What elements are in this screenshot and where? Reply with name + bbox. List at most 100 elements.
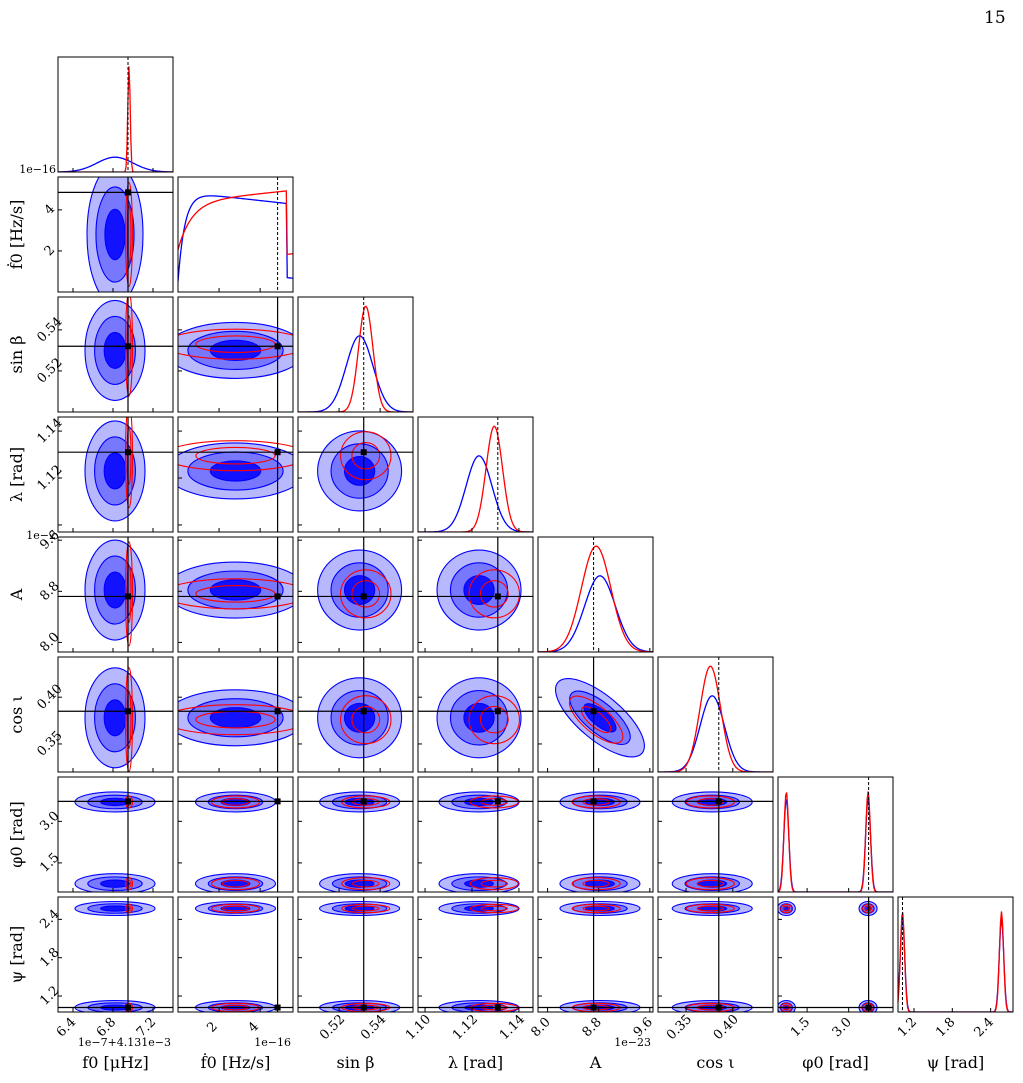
blue-contour-inner [343,456,376,486]
x-tick-label-f0dot: 2 [204,1019,220,1035]
panel-frame [57,896,174,1013]
diag-panel-cosi [658,657,773,772]
x-tick-label-A: 8.8 [580,1015,605,1040]
panel-frame [897,896,1014,1013]
x-tick-label-phi0: 3.0 [830,1015,855,1040]
blue-marginal-f0 [58,156,173,172]
panel-A-phi0 [538,777,653,892]
truth-marker [360,1004,367,1011]
panel-frame [177,176,294,293]
panel-sinb-psi [298,897,413,1012]
red-contour-outer [178,328,293,360]
red-marginal-lam [418,425,533,532]
blue-marginal-lam [418,455,533,532]
x-axis-label-phi0: φ0 [rad] [802,1053,868,1072]
blue-marginal-psi [898,918,1013,1012]
x-offset-label-f0dot: 1e−16 [254,1036,291,1049]
panel-phi0-psi [778,897,893,1012]
panel-frame [177,776,294,893]
panel-f0-cosi [58,657,173,772]
red-contour-outer [124,417,134,509]
truth-marker [494,593,501,600]
y-axis-label-phi0: φ0 [rad] [7,801,26,867]
diag-panel-psi [898,897,1013,1012]
y-offset-label-f0dot: 1e−16 [19,163,56,176]
panel-frame [177,656,294,773]
red-contour-outer [341,877,391,891]
y-axis-label-sinb: sin β [7,336,26,374]
panel-frame [297,776,414,893]
blue-marginal-f0dot [178,195,293,282]
panel-frame [297,656,414,773]
x-axis-label-f0dot: ḟ0 [Hz/s] [201,1052,271,1072]
x-axis-label-A: A [589,1053,602,1072]
red-contour-outer [210,877,261,891]
red-contour-inner [352,879,380,888]
x-tick-label-phi0: 1.5 [788,1015,813,1040]
truth-marker [125,189,131,196]
panel-sinb-A [298,537,413,652]
panel-frame [177,296,294,413]
x-axis-label-cosi: cos ι [696,1053,734,1072]
panel-frame [657,776,774,893]
panel-f0dot-phi0 [178,777,293,892]
panel-cosi-phi0 [658,777,773,892]
red-contour-inner [480,879,509,888]
red-contour-inner [696,905,725,912]
truth-marker [494,1004,501,1011]
red-contour-inner [126,879,132,888]
panel-f0dot-A [178,537,293,652]
panel-frame [297,296,414,413]
panel-frame [57,176,174,293]
panel-frame [297,416,414,533]
red-contour-outer [780,903,793,914]
red-marginal-cosi [658,665,773,772]
panel-frame [297,896,414,1013]
panel-frame [297,536,414,653]
x-tick-label-sinb: 0.52 [317,1012,348,1043]
panel-frame [57,416,174,533]
red-contour-outer [340,569,392,619]
red-contour-outer [685,903,735,914]
red-contour-inner [782,905,790,912]
blue-contour-inner [103,452,127,490]
diag-panel-f0dot [178,177,293,292]
red-contour-inner [582,879,610,888]
truth-marker [590,708,597,715]
blue-contour-inner [100,905,130,912]
x-tick-label-cosi: 0.35 [664,1012,695,1043]
panel-frame [177,416,294,533]
red-contour-inner [221,879,250,888]
red-contour-inner [480,905,509,912]
red-contour-outer [124,181,134,288]
truth-marker [274,449,281,456]
x-tick-label-f0dot: 4 [245,1019,261,1035]
red-contour-inner [195,446,276,465]
panel-frame [657,896,774,1013]
x-axis-label-psi: ψ [rad] [927,1053,985,1072]
x-offset-label-f0: 1e−7+4.131e−3 [78,1036,171,1049]
panel-frame [417,656,534,773]
panel-frame [537,536,654,653]
truth-marker [865,1004,872,1011]
panel-f0-phi0 [58,777,173,892]
panel-A-psi [538,897,653,1012]
red-contour-inner [580,706,612,734]
panel-frame [777,776,894,893]
panel-frame [417,776,534,893]
red-contour-outer [341,903,391,914]
panel-lam-cosi [418,657,533,772]
panel-f0dot-cosi [178,657,293,772]
red-contour-outer [468,695,521,745]
x-tick-label-lam: 1.12 [450,1012,481,1043]
x-tick-label-psi: 2.4 [972,1015,997,1040]
panel-sinb-cosi [298,657,413,772]
red-contour-inner [351,580,381,608]
x-tick-label-lam: 1.10 [403,1012,434,1043]
panel-sinb-phi0 [298,777,413,892]
panel-frame [537,896,654,1013]
diag-panel-lam [418,417,533,532]
truth-marker [274,593,281,600]
truth-marker [125,798,131,805]
panel-frame [177,536,294,653]
